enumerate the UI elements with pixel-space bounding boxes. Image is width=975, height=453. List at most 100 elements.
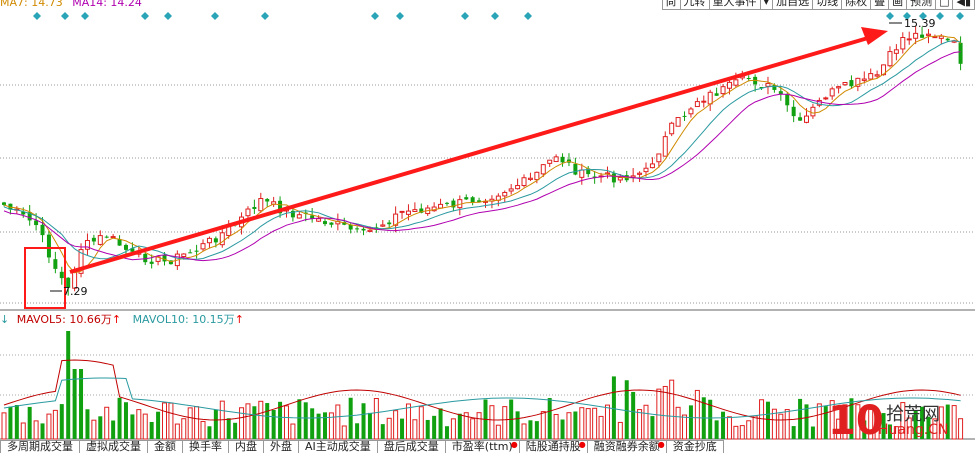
volume-bar	[945, 404, 950, 439]
volume-bar	[457, 413, 462, 439]
candle-body	[412, 209, 418, 213]
mavol10-label: MAVOL10: 10.15万	[132, 313, 235, 326]
volume-bar	[579, 407, 585, 440]
candle-body	[900, 37, 906, 50]
toolbar-tab-11[interactable]: ◀▮	[952, 0, 975, 10]
volume-bar	[380, 424, 385, 439]
volume-bar	[303, 402, 308, 439]
volume-bar	[59, 404, 64, 439]
volume-bar	[200, 420, 206, 440]
toolbar-tab-5[interactable]: 切线	[812, 0, 843, 10]
candle-body	[682, 115, 687, 117]
indicator-tab-10[interactable]: 融资融券余额 ●	[586, 440, 667, 453]
volume-bar	[836, 418, 842, 440]
candle-body	[206, 237, 212, 244]
toolbar-tab-1[interactable]: 九转	[679, 0, 710, 10]
volume-bar	[816, 403, 822, 440]
indicator-tab-label: 多周期成交量	[7, 440, 73, 453]
volume-bar	[887, 424, 892, 439]
toolbar-tab-8[interactable]: 画	[888, 0, 908, 10]
candle-body	[874, 74, 880, 77]
indicator-tab-11[interactable]: 资金抄底	[665, 440, 724, 453]
indicator-tab-7[interactable]: 盘后成交量	[376, 440, 446, 453]
candle-body	[46, 234, 51, 258]
volume-bar	[72, 369, 77, 439]
candle-body	[778, 91, 783, 95]
candle-body	[816, 99, 822, 106]
volume-bar	[842, 404, 848, 440]
volume-bar	[489, 405, 495, 440]
candle-body	[842, 82, 848, 86]
indicator-tab-9[interactable]: 陆股通持股 ●	[518, 440, 588, 453]
volume-bar	[348, 397, 353, 439]
candle-body	[932, 36, 938, 39]
toolbar-tab-7[interactable]: 叠	[870, 0, 890, 10]
volume-bar	[85, 409, 90, 439]
volume-bar	[502, 406, 508, 440]
event-marker-icon	[61, 12, 69, 20]
volume-bar	[245, 403, 251, 440]
candle-body	[200, 243, 206, 250]
volume-bar	[849, 398, 854, 439]
event-marker-icon	[886, 12, 894, 20]
volume-bar	[560, 419, 565, 439]
indicator-tab-4[interactable]: 内盘	[228, 440, 264, 453]
volume-bar	[566, 412, 572, 440]
candle-body	[78, 249, 84, 274]
volume-bar	[412, 419, 418, 440]
volume-bar	[239, 407, 245, 440]
indicator-tab-6[interactable]: AI主动成交量	[298, 440, 378, 453]
volume-bar	[771, 408, 777, 440]
candle-body	[104, 236, 109, 238]
volume-bar	[207, 426, 212, 439]
volume-bar	[400, 418, 405, 439]
volume-bar	[521, 423, 527, 440]
indicator-tab-5[interactable]: 外盘	[263, 440, 299, 453]
candle-body	[945, 38, 950, 41]
candle-body	[849, 80, 854, 87]
volume-bar	[335, 404, 341, 440]
toolbar-tab-4[interactable]: 加自选	[772, 0, 814, 10]
toolbar-tab-9[interactable]: 预测	[906, 0, 937, 10]
toolbar-tab-3[interactable]: ▾	[759, 0, 774, 10]
indicator-tab-8[interactable]: 市盈率(ttm) ●	[444, 440, 520, 453]
mavol5-label: MAVOL5: 10.66万	[16, 313, 112, 326]
volume-bar	[938, 406, 944, 440]
candle-body	[829, 88, 835, 97]
candle-body	[323, 221, 327, 225]
volume-bar	[341, 425, 347, 440]
volume-bar	[168, 402, 174, 440]
event-marker-icon	[261, 12, 269, 20]
volume-bar	[855, 404, 861, 440]
toolbar-tab-0[interactable]: 尚	[661, 0, 681, 10]
volume-bar	[900, 402, 906, 440]
candle-body	[804, 115, 809, 123]
volume-bar	[226, 418, 231, 439]
watermark-cn: 拾荒网	[886, 404, 940, 425]
volume-bar	[739, 425, 745, 440]
indicator-tab-2[interactable]: 金额	[147, 440, 183, 453]
candle-body	[925, 33, 931, 36]
indicator-tab-3[interactable]: 换手率	[182, 440, 229, 453]
toolbar-tab-2[interactable]: 重大事件	[708, 0, 761, 10]
volume-bar	[194, 406, 200, 440]
volume-collapse-icon[interactable]: ↓	[0, 313, 10, 326]
toolbar-tab-10[interactable]: □	[935, 0, 954, 10]
volume-bar	[604, 404, 610, 440]
candle-body	[8, 203, 13, 210]
candle-body	[791, 106, 796, 117]
volume-bar	[759, 399, 765, 440]
indicator-tab-0[interactable]: 多周期成交量	[0, 440, 80, 453]
volume-bar	[868, 409, 874, 440]
toolbar-tab-6[interactable]: 除权	[841, 0, 872, 10]
candle-body	[40, 224, 45, 236]
volume-bar	[111, 420, 116, 439]
candle-body	[726, 81, 732, 89]
candle-body	[444, 202, 449, 204]
indicator-tab-1[interactable]: 虚拟成交量	[79, 440, 148, 453]
volume-bar	[233, 422, 238, 439]
volume-bar	[66, 331, 71, 439]
candle-body	[290, 210, 295, 218]
mavol10-line	[3, 377, 961, 419]
